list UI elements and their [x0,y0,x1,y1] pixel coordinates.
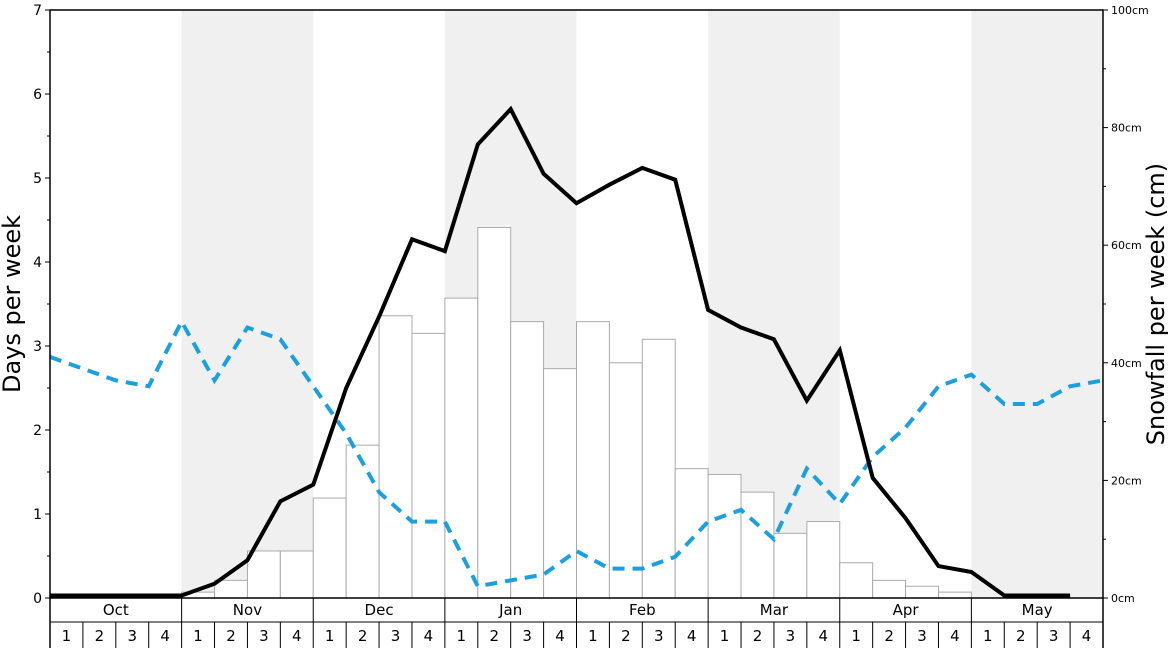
week-label: 2 [358,627,368,645]
week-label: 2 [1016,627,1026,645]
snowfall-bar [806,521,841,599]
month-label: May [1022,601,1053,619]
days-line-path [50,105,1071,598]
month-label: Oct [103,601,129,619]
dashed-series-path [49,317,1104,589]
week-label: 2 [621,627,631,645]
left-tick-label: 6 [33,87,42,103]
snowfall-bar [576,321,610,599]
week-label: 4 [555,627,565,645]
week-label: 1 [457,627,467,645]
right-tick-label: 80cm [1111,122,1142,135]
right-axis-label: Snowfall per week (cm) [1142,163,1168,445]
week-label: 3 [127,627,137,645]
month-label: Feb [629,601,656,619]
days-per-week-line [50,105,1071,598]
snowfall-bars [181,227,972,599]
snowfall-bar [674,468,709,599]
month-label: Dec [365,601,394,619]
week-label: 4 [160,627,170,645]
snowfall-bar [740,491,775,599]
week-label: 3 [522,627,532,645]
snowfall-bar [444,297,479,599]
right-tick-label: 100cm [1111,4,1149,17]
week-label: 1 [193,627,203,645]
snowfall-bar [773,532,808,599]
left-tick-label: 4 [33,255,42,271]
left-tick-label: 1 [33,507,42,523]
week-label: 3 [917,627,927,645]
right-tick-label: 0cm [1111,592,1135,605]
right-tick-label: 60cm [1111,239,1142,252]
snowfall-bar [937,591,972,599]
snowfall-bar [378,315,413,599]
week-label: 4 [819,627,829,645]
week-label: 1 [720,627,730,645]
month-band [971,10,1103,598]
right-tick-label: 40cm [1111,357,1142,370]
snowfall-bar [345,444,380,599]
snowfall-bar [905,585,939,599]
week-label: 3 [391,627,401,645]
left-tick-label: 2 [33,423,42,439]
week-label: 2 [489,627,499,645]
snowfall-bar [411,332,446,599]
snowfall-bar [641,338,676,599]
snowfall-bar [839,562,874,599]
left-tick-label: 7 [33,3,42,19]
left-tick-label: 5 [33,171,42,187]
month-label: Nov [233,601,262,619]
snowfall-bar [543,368,577,599]
week-label: 3 [1049,627,1059,645]
week-label: 3 [786,627,796,645]
week-label: 1 [588,627,598,645]
snowfall-bar [477,227,512,599]
week-label: 4 [424,627,434,645]
dashed-series-line [49,317,1104,589]
month-label: Mar [760,601,789,619]
week-label: 1 [62,627,72,645]
snowfall-bar [510,321,545,599]
month-band [181,10,314,598]
left-axis-label: Days per week [0,215,26,393]
week-label: 4 [950,627,960,645]
week-label: 4 [687,627,697,645]
snowfall-bar [872,579,907,599]
right-tick-label: 20cm [1111,474,1142,487]
snowfall-bar [707,474,742,599]
week-label: 4 [1082,627,1092,645]
week-label: 2 [95,627,105,645]
snowfall-bar [608,362,643,599]
week-label: 1 [325,627,335,645]
snowfall-bar [279,550,314,599]
week-label: 2 [884,627,894,645]
week-label: 1 [983,627,993,645]
left-tick-label: 0 [33,591,42,607]
week-label: 2 [753,627,763,645]
left-tick-label: 3 [33,339,42,355]
left-axis: 0 1 2 3 4 5 6 7 [33,3,50,607]
month-label: Jan [498,601,522,619]
week-label: 3 [259,627,269,645]
x-axis: Oct 1 2 3 4 Nov 1 2 3 4 Dec 1 2 3 4 Jan 1 2 3 4 Feb 1 2 3 4 Mar 1 2… [49,598,1104,648]
month-label: Apr [893,601,920,619]
week-label: 4 [292,627,302,645]
snowfall-bar [246,550,281,599]
snowfall-bar [214,579,248,599]
right-axis: 0cm 20cm 40cm 60cm 80cm 100cm [1103,4,1149,605]
week-label: 1 [851,627,861,645]
week-label: 2 [226,627,236,645]
snowfall-bar [312,497,347,599]
week-label: 3 [654,627,664,645]
